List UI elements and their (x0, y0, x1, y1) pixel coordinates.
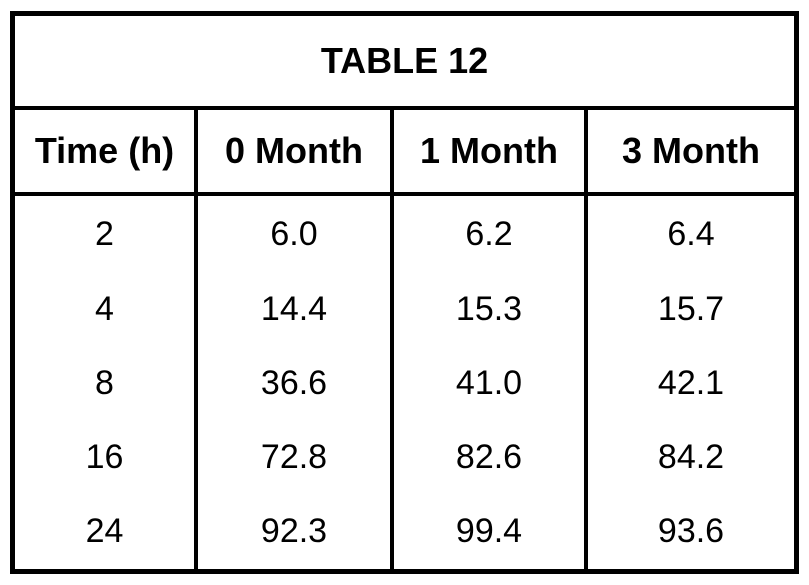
table-cell: 6.2 (392, 194, 586, 272)
table-cell: 6.0 (196, 194, 392, 272)
table-cell: 42.1 (586, 346, 794, 420)
table-cell: 92.3 (196, 495, 392, 569)
table-header-row: Time (h) 0 Month 1 Month 3 Month (15, 108, 794, 194)
table-title: TABLE 12 (15, 16, 794, 108)
table-row: 24 92.3 99.4 93.6 (15, 495, 794, 569)
data-table: TABLE 12 Time (h) 0 Month 1 Month 3 Mont… (15, 16, 794, 569)
table-cell: 24 (15, 495, 196, 569)
table-row: 16 72.8 82.6 84.2 (15, 421, 794, 495)
column-header-0-month: 0 Month (196, 108, 392, 194)
table-cell: 93.6 (586, 495, 794, 569)
table-title-row: TABLE 12 (15, 16, 794, 108)
table-cell: 41.0 (392, 346, 586, 420)
table-cell: 72.8 (196, 421, 392, 495)
table-cell: 84.2 (586, 421, 794, 495)
table-row: 2 6.0 6.2 6.4 (15, 194, 794, 272)
table-cell: 8 (15, 346, 196, 420)
column-header-3-month: 3 Month (586, 108, 794, 194)
column-header-1-month: 1 Month (392, 108, 586, 194)
table-cell: 2 (15, 194, 196, 272)
table-cell: 4 (15, 272, 196, 346)
table-cell: 16 (15, 421, 196, 495)
table-cell: 15.7 (586, 272, 794, 346)
table-row: 8 36.6 41.0 42.1 (15, 346, 794, 420)
table-cell: 6.4 (586, 194, 794, 272)
table-cell: 99.4 (392, 495, 586, 569)
table-cell: 15.3 (392, 272, 586, 346)
table-row: 4 14.4 15.3 15.7 (15, 272, 794, 346)
table-cell: 82.6 (392, 421, 586, 495)
table-cell: 36.6 (196, 346, 392, 420)
table-cell: 14.4 (196, 272, 392, 346)
column-header-time: Time (h) (15, 108, 196, 194)
data-table-frame: TABLE 12 Time (h) 0 Month 1 Month 3 Mont… (10, 11, 799, 574)
